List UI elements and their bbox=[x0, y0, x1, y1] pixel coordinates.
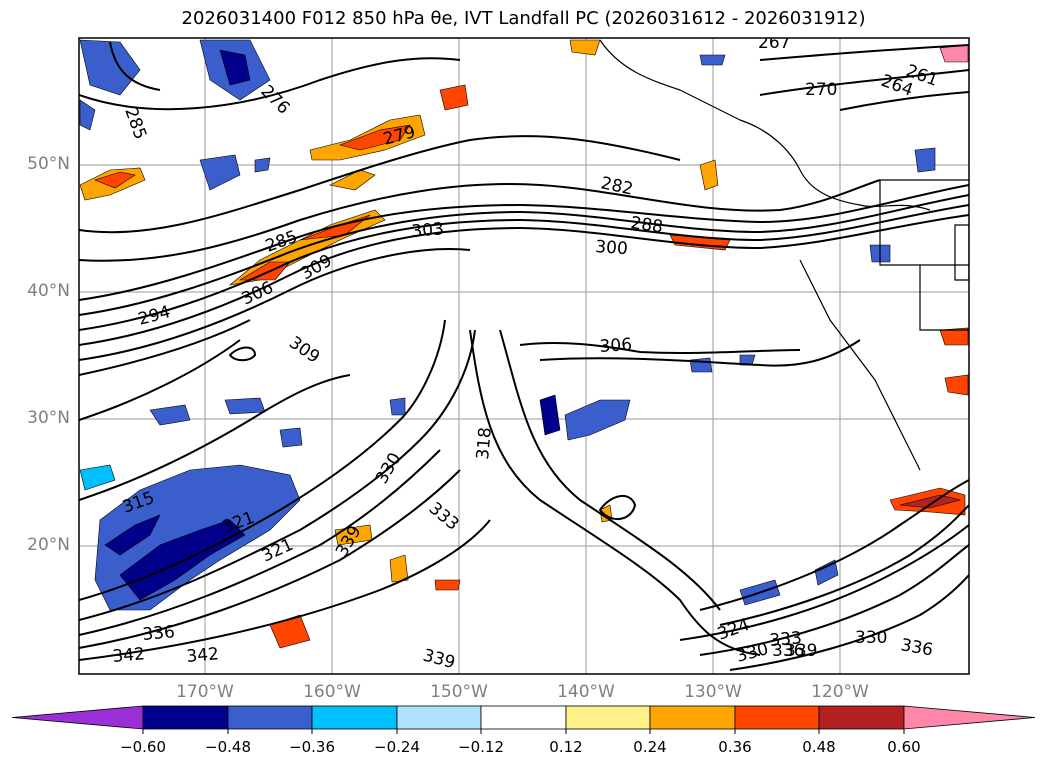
shade-blob bbox=[944, 374, 969, 396]
colorbar-cell bbox=[480, 705, 567, 730]
shade-blob bbox=[338, 124, 411, 151]
colorbar-tick-label: −0.12 bbox=[458, 738, 504, 756]
colorbar-extend-min bbox=[11, 705, 144, 730]
shade-blob bbox=[79, 99, 96, 131]
shade-blob bbox=[539, 394, 561, 436]
lat-label-30n: 30°N bbox=[27, 408, 70, 428]
shade-blob bbox=[939, 327, 969, 346]
colorbar-cell bbox=[142, 705, 229, 730]
contour-lines bbox=[79, 41, 969, 671]
colorbar bbox=[11, 705, 1036, 730]
lon-label-130w: 130°W bbox=[684, 682, 742, 702]
contour-label: 330 bbox=[855, 628, 887, 648]
shade-blob bbox=[94, 171, 136, 189]
shade-blob bbox=[939, 44, 969, 63]
colorbar-tick-label: 0.48 bbox=[802, 738, 836, 756]
colorbar-cell bbox=[227, 705, 313, 730]
shade-blob bbox=[434, 579, 461, 591]
colorbar-cell bbox=[818, 705, 905, 730]
colorbar-tick-label: 0.24 bbox=[633, 738, 667, 756]
lon-label-170w: 170°W bbox=[176, 682, 234, 702]
contour-label: 288 bbox=[629, 213, 664, 237]
shade-blob bbox=[219, 49, 251, 86]
colorbar-tick-label: 0.36 bbox=[718, 738, 752, 756]
contour-label: 336 bbox=[772, 641, 804, 661]
shade-blob bbox=[279, 427, 303, 448]
map-title: 2026031400 F012 850 hPa θe, IVT Landfall… bbox=[181, 8, 866, 29]
shade-blob bbox=[699, 54, 726, 66]
shade-blob bbox=[699, 159, 719, 191]
colorbar-cell bbox=[396, 705, 482, 730]
colorbar-ticks bbox=[142, 729, 905, 734]
shade-blob bbox=[254, 157, 271, 173]
colorbar-cell bbox=[649, 705, 736, 730]
shade-blob bbox=[914, 147, 936, 173]
contour-label: 267 bbox=[758, 33, 790, 53]
shaded-field bbox=[79, 39, 969, 649]
graticule bbox=[79, 38, 969, 674]
shade-blob bbox=[389, 554, 409, 583]
shade-blob bbox=[199, 154, 241, 191]
colorbar-tick-label: −0.48 bbox=[205, 738, 251, 756]
contour-label: 306 bbox=[599, 335, 633, 357]
colorbar-tick-label: −0.60 bbox=[120, 738, 166, 756]
map-background bbox=[79, 38, 969, 674]
contour-label: 342 bbox=[112, 644, 146, 667]
shade-blob bbox=[564, 399, 631, 441]
contour-label: 300 bbox=[595, 237, 629, 259]
shade-blob bbox=[329, 169, 376, 191]
contour-label: 318 bbox=[473, 426, 496, 460]
colorbar-tick-label: 0.60 bbox=[887, 738, 921, 756]
coastlines bbox=[599, 39, 969, 471]
shade-blob bbox=[104, 514, 161, 556]
shade-blob bbox=[79, 464, 116, 491]
shade-blob bbox=[689, 357, 713, 373]
colorbar-tick-label: −0.24 bbox=[374, 738, 420, 756]
contour-label: 270 bbox=[805, 80, 837, 100]
contour-label: 336 bbox=[142, 622, 176, 645]
shade-blob bbox=[814, 559, 839, 586]
contour-label: 342 bbox=[186, 644, 220, 667]
contour-label: 339 bbox=[785, 641, 817, 661]
lat-label-20n: 20°N bbox=[27, 535, 70, 555]
lat-label-50n: 50°N bbox=[27, 154, 70, 174]
shade-blob bbox=[224, 397, 266, 415]
colorbar-cell bbox=[311, 705, 398, 730]
map-frame bbox=[78, 37, 970, 675]
shade-blob bbox=[389, 397, 406, 416]
shade-blob bbox=[569, 39, 601, 56]
lat-label-40n: 40°N bbox=[27, 281, 70, 301]
colorbar-extend-max bbox=[903, 705, 1036, 730]
shade-blob bbox=[79, 39, 141, 96]
colorbar-cell bbox=[734, 705, 820, 730]
colorbar-tick-label: −0.36 bbox=[289, 738, 335, 756]
shade-blob bbox=[119, 519, 246, 601]
colorbar-tick-label: 0.12 bbox=[549, 738, 583, 756]
lon-label-160w: 160°W bbox=[303, 682, 361, 702]
lon-label-120w: 120°W bbox=[811, 682, 869, 702]
contour-label: 303 bbox=[411, 219, 445, 242]
shade-blob bbox=[899, 494, 962, 509]
shade-blob bbox=[439, 84, 469, 111]
shade-blob bbox=[149, 404, 191, 426]
lon-label-150w: 150°W bbox=[430, 682, 488, 702]
contour-label: 333 bbox=[769, 628, 803, 651]
colorbar-cell bbox=[565, 705, 651, 730]
lon-label-140w: 140°W bbox=[557, 682, 615, 702]
